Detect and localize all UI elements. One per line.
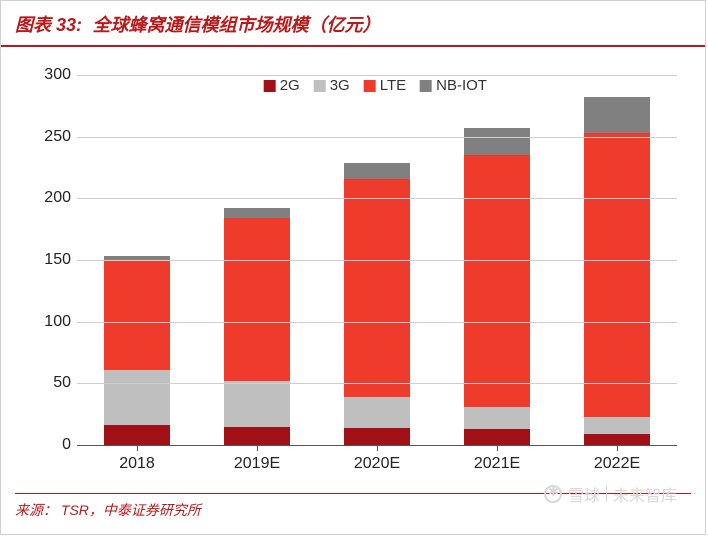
x-tick-mark xyxy=(137,445,138,451)
bar-segment-nb-iot xyxy=(464,128,530,155)
x-tick-mark xyxy=(377,445,378,451)
chart-area: 2G 3G LTE NB-IOT 0 50 100 150 200 250 300 2018 2019… xyxy=(13,65,693,485)
bar-segment-lte xyxy=(104,261,170,370)
x-tick-label: 2021E xyxy=(474,455,520,473)
y-tick-label: 300 xyxy=(13,66,71,84)
grid-line xyxy=(77,75,677,76)
bar-segment-3g xyxy=(224,381,290,427)
bar-segment-3g xyxy=(104,370,170,426)
x-tick-label: 2020E xyxy=(354,455,400,473)
y-tick-label: 200 xyxy=(13,189,71,207)
legend-swatch xyxy=(264,80,276,92)
x-tick-label: 2019E xyxy=(234,455,280,473)
bar-segment-2g xyxy=(344,428,410,445)
legend-item-3g: 3G xyxy=(314,77,350,94)
bar-segment-lte xyxy=(224,218,290,381)
y-tick-label: 100 xyxy=(13,313,71,331)
legend-swatch xyxy=(364,80,376,92)
legend-swatch xyxy=(420,80,432,92)
grid-line xyxy=(77,383,677,384)
legend-label: 2G xyxy=(280,77,300,94)
legend-item-nb-iot: NB-IOT xyxy=(420,77,487,94)
bar-segment-3g xyxy=(584,417,650,434)
xueqiu-icon xyxy=(544,485,562,503)
legend-item-lte: LTE xyxy=(364,77,406,94)
source-text: TSR，中泰证券研究所 xyxy=(61,502,201,518)
bar-segment-2g xyxy=(464,429,530,445)
y-tick-label: 50 xyxy=(13,374,71,392)
bar-segment-lte xyxy=(344,179,410,397)
watermark-brand: 雪球 xyxy=(568,482,600,506)
bar-segment-2g xyxy=(224,427,290,446)
legend-item-2g: 2G xyxy=(264,77,300,94)
bar-segment-3g xyxy=(344,397,410,428)
source-label: 来源： xyxy=(15,502,57,518)
legend-swatch xyxy=(314,80,326,92)
x-tick-mark xyxy=(257,445,258,451)
bar-segment-nb-iot xyxy=(344,163,410,179)
y-tick-label: 0 xyxy=(13,436,71,454)
x-tick-mark xyxy=(497,445,498,451)
bar-segment-lte xyxy=(464,155,530,407)
chart-header: 图表 33: 全球蜂窝通信模组市场规模（亿元） xyxy=(1,1,705,47)
grid-line xyxy=(77,260,677,261)
legend: 2G 3G LTE NB-IOT xyxy=(264,77,487,94)
bar-segment-3g xyxy=(464,407,530,429)
grid-line xyxy=(77,198,677,199)
y-tick-label: 150 xyxy=(13,251,71,269)
x-tick-label: 2022E xyxy=(594,455,640,473)
legend-label: NB-IOT xyxy=(436,77,487,94)
grid-line xyxy=(77,137,677,138)
x-tick-label: 2018 xyxy=(119,455,155,473)
grid-line xyxy=(77,322,677,323)
bar-segment-nb-iot xyxy=(224,208,290,218)
x-tick-mark xyxy=(617,445,618,451)
chart-card: 图表 33: 全球蜂窝通信模组市场规模（亿元） 2G 3G LTE NB-IOT 0 5… xyxy=(0,0,706,535)
watermark: 雪球 未来智库 xyxy=(544,482,677,506)
figure-number: 图表 33: xyxy=(15,15,82,35)
watermark-separator xyxy=(606,486,607,502)
legend-label: LTE xyxy=(380,77,406,94)
watermark-sub: 未来智库 xyxy=(613,482,677,506)
y-tick-label: 250 xyxy=(13,128,71,146)
source-footer: 来源： TSR，中泰证券研究所 雪球 未来智库 xyxy=(15,493,691,520)
legend-label: 3G xyxy=(330,77,350,94)
bar-segment-lte xyxy=(584,133,650,417)
bar-segment-2g xyxy=(584,434,650,445)
bar-segment-2g xyxy=(104,425,170,445)
figure-title: 全球蜂窝通信模组市场规模（亿元） xyxy=(92,15,380,35)
bar-segment-nb-iot xyxy=(584,97,650,133)
